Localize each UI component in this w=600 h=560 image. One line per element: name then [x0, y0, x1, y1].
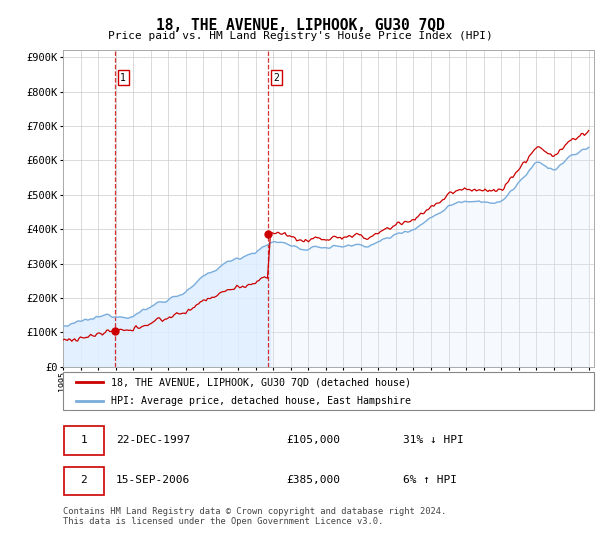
FancyBboxPatch shape	[64, 427, 104, 455]
Text: 1: 1	[80, 435, 87, 445]
Text: 18, THE AVENUE, LIPHOOK, GU30 7QD (detached house): 18, THE AVENUE, LIPHOOK, GU30 7QD (detac…	[111, 377, 411, 388]
Text: 2: 2	[80, 475, 87, 485]
Text: 15-SEP-2006: 15-SEP-2006	[116, 475, 190, 485]
Text: 1: 1	[121, 73, 126, 83]
Text: £385,000: £385,000	[286, 475, 340, 485]
Text: 22-DEC-1997: 22-DEC-1997	[116, 435, 190, 445]
Text: 18, THE AVENUE, LIPHOOK, GU30 7QD: 18, THE AVENUE, LIPHOOK, GU30 7QD	[155, 18, 445, 34]
Text: Contains HM Land Registry data © Crown copyright and database right 2024.
This d: Contains HM Land Registry data © Crown c…	[63, 507, 446, 526]
Text: 2: 2	[274, 73, 280, 83]
Text: 31% ↓ HPI: 31% ↓ HPI	[403, 435, 464, 445]
Text: £105,000: £105,000	[286, 435, 340, 445]
FancyBboxPatch shape	[63, 372, 594, 410]
Text: 6% ↑ HPI: 6% ↑ HPI	[403, 475, 457, 485]
Text: Price paid vs. HM Land Registry's House Price Index (HPI): Price paid vs. HM Land Registry's House …	[107, 31, 493, 41]
FancyBboxPatch shape	[64, 467, 104, 496]
Text: HPI: Average price, detached house, East Hampshire: HPI: Average price, detached house, East…	[111, 396, 411, 407]
